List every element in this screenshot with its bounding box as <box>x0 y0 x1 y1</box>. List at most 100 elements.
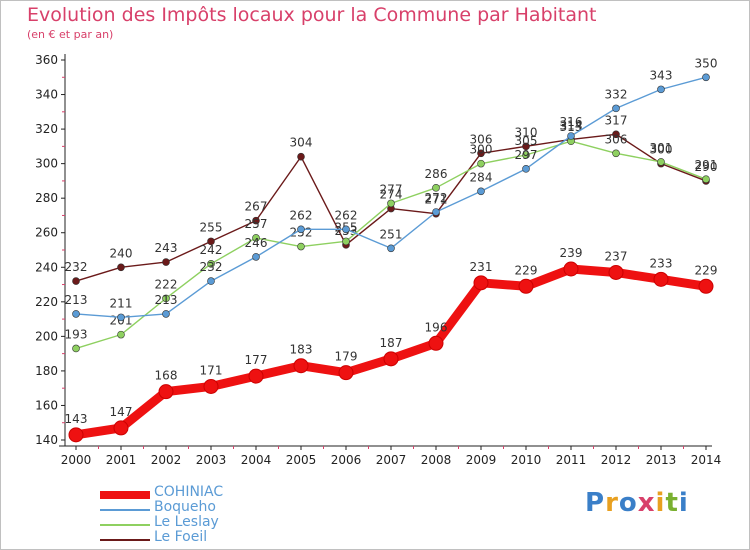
data-label-boqueho: 284 <box>470 170 493 184</box>
x-tick-label: 2000 <box>61 453 92 467</box>
data-label-cohiniac: 196 <box>425 320 448 334</box>
data-label-le-foeil: 300 <box>650 143 673 157</box>
data-point-le-foeil <box>162 258 170 266</box>
data-label-le-leslay: 222 <box>155 277 178 291</box>
data-point-cohiniac <box>158 384 174 400</box>
data-point-le-leslay <box>117 330 125 339</box>
x-tick-label: 2008 <box>421 453 452 467</box>
data-point-cohiniac <box>563 261 579 277</box>
data-point-cohiniac <box>248 368 264 384</box>
data-label-le-leslay: 291 <box>695 158 718 172</box>
data-point-boqueho <box>477 187 485 196</box>
x-tick-label: 2002 <box>151 453 182 467</box>
data-label-le-foeil: 255 <box>200 220 223 234</box>
y-tick-label: 140 <box>35 433 58 447</box>
data-point-le-foeil <box>612 130 620 139</box>
data-label-boqueho: 297 <box>515 148 538 162</box>
data-label-le-leslay: 305 <box>515 134 538 148</box>
data-label-boqueho: 213 <box>65 293 88 307</box>
data-label-boqueho: 350 <box>695 56 718 70</box>
x-tick-label: 2007 <box>376 453 407 467</box>
data-label-boqueho: 251 <box>380 227 403 241</box>
data-label-cohiniac: 237 <box>605 249 628 263</box>
data-point-boqueho <box>702 73 710 82</box>
data-label-cohiniac: 168 <box>155 369 178 383</box>
data-label-cohiniac: 187 <box>380 336 403 350</box>
data-label-le-leslay: 257 <box>245 217 268 231</box>
y-tick-label: 320 <box>35 122 58 136</box>
data-label-le-foeil: 317 <box>605 113 628 127</box>
data-label-cohiniac: 179 <box>335 350 358 364</box>
data-label-boqueho: 213 <box>155 293 178 307</box>
data-label-le-leslay: 242 <box>200 243 223 257</box>
legend-swatch <box>100 524 150 526</box>
data-point-cohiniac <box>653 271 669 287</box>
legend-swatch <box>100 539 150 541</box>
data-label-cohiniac: 147 <box>110 405 133 419</box>
data-point-le-leslay <box>207 260 215 268</box>
logo-letter: i <box>655 488 666 518</box>
x-tick-label: 2004 <box>241 453 272 467</box>
legend-label: Boqueho <box>154 499 216 515</box>
y-tick-label: 300 <box>35 157 58 171</box>
logo-letter: r <box>605 488 619 518</box>
logo-letter: x <box>637 488 656 518</box>
legend-label: Le Foeil <box>154 529 208 545</box>
y-tick-label: 240 <box>35 260 58 274</box>
data-label-le-foeil: 240 <box>110 246 133 260</box>
data-point-le-foeil <box>117 263 125 272</box>
x-tick-label: 2003 <box>196 453 227 467</box>
data-label-cohiniac: 233 <box>650 256 673 270</box>
chart-title: Evolution des Impôts locaux pour la Comm… <box>27 4 597 26</box>
data-label-cohiniac: 229 <box>695 263 718 277</box>
data-point-boqueho <box>72 310 80 318</box>
data-point-boqueho <box>297 225 305 234</box>
data-label-boqueho: 332 <box>605 87 628 101</box>
y-tick-label: 220 <box>35 295 58 309</box>
data-label-boqueho: 316 <box>560 115 583 129</box>
data-label-le-foeil: 232 <box>65 260 88 274</box>
data-label-le-leslay: 300 <box>470 143 493 157</box>
data-point-le-leslay <box>162 294 170 303</box>
data-point-le-foeil <box>72 277 80 285</box>
data-label-le-leslay: 313 <box>560 120 583 134</box>
logo-letter: P <box>585 488 606 518</box>
data-label-le-leslay: 306 <box>605 132 628 146</box>
data-label-cohiniac: 239 <box>560 246 583 260</box>
data-label-le-foeil: 267 <box>245 200 268 214</box>
data-label-le-foeil: 290 <box>695 160 718 174</box>
data-point-le-leslay <box>72 344 80 353</box>
data-point-le-foeil <box>522 142 530 151</box>
x-tick-label: 2009 <box>466 453 497 467</box>
data-point-cohiniac <box>383 351 399 367</box>
data-point-cohiniac <box>68 427 84 443</box>
x-tick-label: 2010 <box>511 453 542 467</box>
legend-label: Le Leslay <box>154 514 219 530</box>
y-tick-label: 260 <box>35 226 58 240</box>
legend-label: COHINIAC <box>154 484 224 500</box>
data-point-boqueho <box>567 132 575 140</box>
x-tick-label: 2012 <box>601 453 632 467</box>
logo-letter: i <box>678 488 689 518</box>
legend-swatch <box>100 509 150 511</box>
x-tick-label: 2005 <box>286 453 317 467</box>
data-label-boqueho: 343 <box>650 68 673 82</box>
data-point-le-foeil <box>252 216 260 225</box>
data-point-le-leslay <box>702 175 710 183</box>
data-point-boqueho <box>117 313 125 322</box>
data-label-boqueho: 246 <box>245 236 268 250</box>
data-label-boqueho: 211 <box>110 296 133 310</box>
data-label-cohiniac: 143 <box>65 412 88 426</box>
y-tick-label: 280 <box>35 191 58 205</box>
y-tick-label: 360 <box>35 53 58 67</box>
data-point-cohiniac <box>608 264 624 280</box>
data-point-boqueho <box>657 85 665 94</box>
y-tick-label: 180 <box>35 364 58 378</box>
data-point-le-leslay <box>657 158 665 166</box>
data-point-boqueho <box>387 244 395 253</box>
y-tick-label: 200 <box>35 329 58 343</box>
data-point-boqueho <box>342 225 350 234</box>
data-point-boqueho <box>522 165 530 173</box>
data-label-cohiniac: 177 <box>245 353 268 367</box>
